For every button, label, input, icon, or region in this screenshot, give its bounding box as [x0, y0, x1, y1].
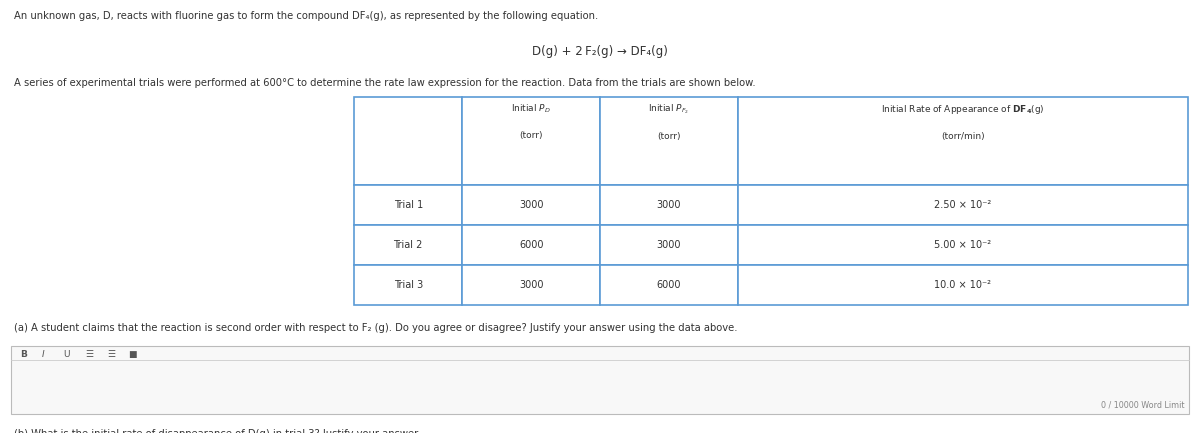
Text: D(g) + 2 F₂(g) → DF₄(g): D(g) + 2 F₂(g) → DF₄(g) [532, 45, 668, 58]
Text: 3000: 3000 [518, 280, 544, 290]
Bar [738, 225, 1188, 265]
Bar [354, 97, 462, 185]
Text: 6000: 6000 [518, 240, 544, 250]
Text: B: B [20, 350, 28, 359]
Bar [738, 185, 1188, 225]
Text: 3000: 3000 [656, 200, 682, 210]
Text: ☰: ☰ [85, 350, 94, 359]
Text: Initial $P_D$

(torr): Initial $P_D$ (torr) [511, 103, 551, 140]
Text: 6000: 6000 [656, 280, 682, 290]
Text: 0 / 10000 Word Limit: 0 / 10000 Word Limit [1100, 400, 1184, 409]
Bar [462, 265, 600, 305]
Bar [354, 185, 462, 225]
Text: 3000: 3000 [656, 240, 682, 250]
Text: ■: ■ [128, 350, 137, 359]
Bar [738, 265, 1188, 305]
Text: An unknown gas, D, reacts with fluorine gas to form the compound DF₄(g), as repr: An unknown gas, D, reacts with fluorine … [14, 11, 599, 21]
Text: Initial Rate of Appearance of $\bf{DF_4}$(g)

(torr/min): Initial Rate of Appearance of $\bf{DF_4}… [881, 103, 1045, 141]
Bar [600, 265, 738, 305]
Text: Trial 1: Trial 1 [394, 200, 422, 210]
Text: (a) A student claims that the reaction is second order with respect to F₂ (g). D: (a) A student claims that the reaction i… [14, 323, 738, 333]
Bar [462, 225, 600, 265]
Bar [462, 97, 600, 185]
Bar [600, 185, 738, 225]
Text: U: U [64, 350, 70, 359]
Text: Trial 2: Trial 2 [394, 240, 422, 250]
Text: 10.0 × 10⁻²: 10.0 × 10⁻² [935, 280, 991, 290]
Text: Initial $P_{F_2}$

(torr): Initial $P_{F_2}$ (torr) [648, 103, 690, 141]
Bar [354, 225, 462, 265]
Text: 2.50 × 10⁻²: 2.50 × 10⁻² [934, 200, 991, 210]
Bar [11, 346, 1189, 414]
Bar [738, 97, 1188, 185]
Bar [462, 185, 600, 225]
Text: Trial 3: Trial 3 [394, 280, 422, 290]
Text: ☰: ☰ [107, 350, 115, 359]
Bar [600, 225, 738, 265]
Bar [354, 265, 462, 305]
Text: 3000: 3000 [518, 200, 544, 210]
Text: I: I [42, 350, 44, 359]
Bar [600, 97, 738, 185]
Text: 5.00 × 10⁻²: 5.00 × 10⁻² [935, 240, 991, 250]
Text: A series of experimental trials were performed at 600°C to determine the rate la: A series of experimental trials were per… [14, 78, 756, 88]
Text: (b) What is the initial rate of disappearance of D(g) in trial 3? Justify your a: (b) What is the initial rate of disappea… [14, 429, 421, 433]
